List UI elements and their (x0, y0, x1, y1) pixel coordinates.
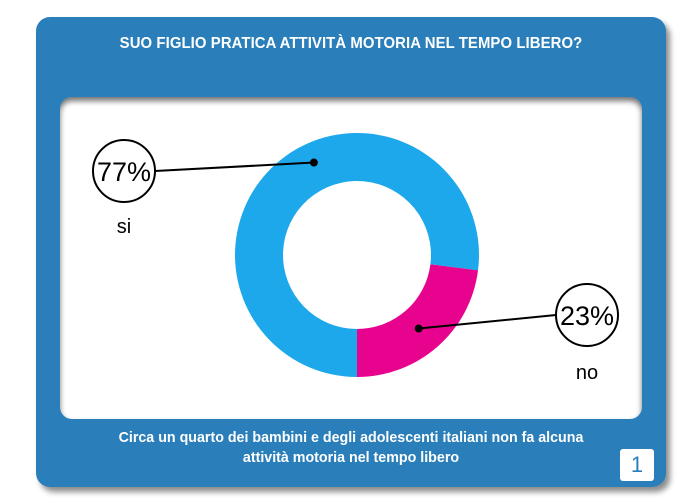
no-leader-dot (414, 324, 423, 333)
si-leader-dot (309, 158, 318, 167)
donut-slice-no (357, 264, 479, 377)
si-category-label: si (117, 216, 131, 238)
caption-line-1: Circa un quarto dei bambini e degli adol… (118, 429, 584, 446)
no-leader-line (418, 314, 557, 330)
chart-card: SUO FIGLIO PRATICA ATTIVITÀ MOTORIA NEL … (36, 17, 666, 487)
chart-panel: 77% si 23% no (60, 97, 642, 419)
page-number: 1 (620, 449, 654, 481)
si-percent-label: 77% (97, 157, 151, 187)
no-percent-label: 23% (560, 301, 614, 331)
caption-line-2: attività motoria nel tempo libero (242, 449, 460, 466)
si-callout-circle (92, 139, 156, 203)
si-leader-line (154, 161, 314, 172)
chart-caption: Circa un quarto dei bambini e degli adol… (80, 428, 622, 468)
no-callout-circle (555, 283, 619, 347)
donut-slice-si (235, 133, 479, 377)
chart-title: SUO FIGLIO PRATICA ATTIVITÀ MOTORIA NEL … (119, 35, 583, 52)
no-category-label: no (576, 362, 598, 384)
donut-chart: 77% si 23% no (92, 133, 619, 384)
